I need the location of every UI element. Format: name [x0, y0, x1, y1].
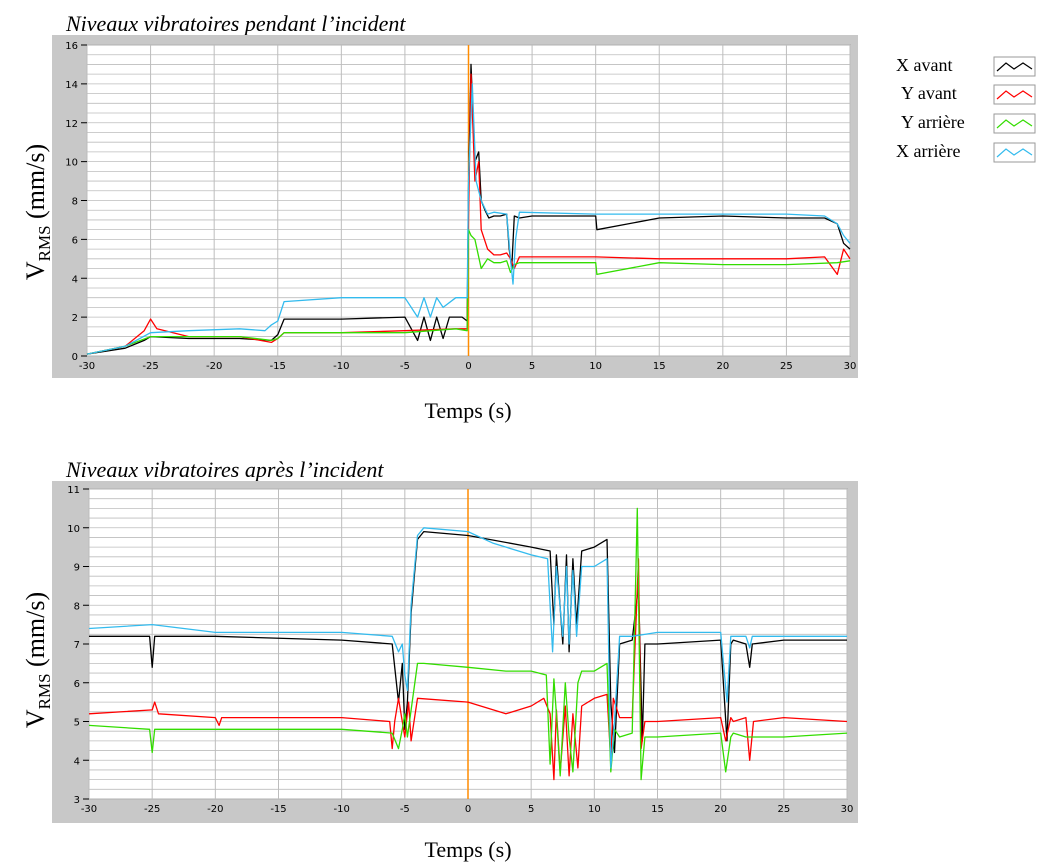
- series-lines: [86, 63, 851, 355]
- x-tick-label: -15: [270, 361, 286, 372]
- x-tick-labels: -30 -25 -20 -15 -10 -5 0 5 10 15 20 25 30: [79, 361, 857, 372]
- x-tick-label: 10: [589, 361, 602, 372]
- y-tick-label: 10: [65, 158, 78, 169]
- x-tick-labels: -30 -25 -20 -15 -10 -5 0 5 10 15 20 25 30: [81, 804, 854, 815]
- legend: X avant Y avant Y arrière X arrière: [896, 55, 1036, 163]
- x-axis-label: Temps (s): [424, 837, 511, 862]
- y-tick-label: 4: [74, 756, 80, 767]
- x-tick-label: -25: [144, 804, 160, 815]
- legend-item: Y avant: [901, 83, 957, 103]
- y-tick-label: 12: [65, 119, 78, 130]
- x-tick-label: -5: [400, 361, 410, 372]
- y-tick-label: 3: [74, 795, 80, 806]
- x-tick-label: 25: [777, 804, 790, 815]
- legend-label: X arrière: [896, 141, 960, 161]
- x-tick-label: 20: [716, 361, 729, 372]
- y-tick-label: 4: [72, 274, 78, 285]
- y-tick-label: 14: [65, 80, 78, 91]
- legend-item: X arrière: [896, 141, 960, 161]
- x-tick-label: 5: [528, 804, 534, 815]
- y-tick-label: 16: [65, 41, 78, 52]
- x-axis-label: Temps (s): [424, 398, 511, 423]
- y-tick-label: 8: [74, 601, 80, 612]
- chart-title: Niveaux vibratoires après l’incident: [65, 457, 384, 482]
- y-tick-label: 0: [72, 352, 78, 363]
- legend-label: Y avant: [901, 83, 957, 103]
- x-tick-label: 5: [529, 361, 535, 372]
- legend-swatch: [993, 56, 1036, 77]
- x-tick-label: -25: [142, 361, 158, 372]
- legend-label: X avant: [896, 55, 952, 75]
- y-tick-label: 7: [74, 640, 80, 651]
- y-tick-label: 6: [74, 679, 80, 690]
- x-tick-label: -20: [207, 804, 223, 815]
- legend-swatch: [993, 84, 1036, 105]
- x-tick-label: -15: [270, 804, 286, 815]
- y-tick-labels: 3 4 5 6 7 8 9 10 11: [67, 485, 89, 806]
- legend-item: X avant: [896, 55, 952, 75]
- x-tick-label: 0: [465, 804, 471, 815]
- x-tick-label: 0: [465, 361, 471, 372]
- legend-swatch-line: [996, 62, 1033, 72]
- series-line-x-arrire: [86, 83, 851, 355]
- legend-swatch: [993, 113, 1036, 134]
- y-tick-label: 6: [72, 235, 78, 246]
- x-tick-label: 30: [844, 361, 857, 372]
- chart-apres: Niveaux vibratoires après l’incident -30…: [21, 457, 858, 862]
- chart-pendant: Niveaux vibratoires pendant l’incident -…: [21, 11, 858, 423]
- x-tick-label: -10: [333, 361, 349, 372]
- legend-swatches: [993, 56, 1036, 163]
- series-line-y-arrire: [86, 229, 851, 355]
- legend-swatch-line: [996, 148, 1033, 158]
- y-tick-label: 8: [72, 197, 78, 208]
- x-tick-label: -30: [79, 361, 95, 372]
- y-axis-label: VRMS (mm/s): [21, 592, 54, 728]
- series-line-y-arrire: [88, 507, 848, 781]
- x-tick-label: -30: [81, 804, 97, 815]
- x-tick-label: 25: [780, 361, 793, 372]
- x-tick-label: -5: [400, 804, 410, 815]
- y-tick-label: 5: [74, 718, 80, 729]
- legend-swatch-line: [996, 119, 1033, 129]
- x-tick-label: 20: [714, 804, 727, 815]
- series-lines: [88, 507, 848, 781]
- y-tick-label: 9: [74, 563, 80, 574]
- x-tick-label: 30: [841, 804, 854, 815]
- series-line-x-arrire: [88, 527, 847, 769]
- x-tick-label: 10: [588, 804, 601, 815]
- legend-swatch: [993, 142, 1036, 163]
- y-tick-label: 11: [67, 485, 80, 496]
- chart-title: Niveaux vibratoires pendant l’incident: [65, 11, 406, 36]
- x-tick-label: -10: [333, 804, 349, 815]
- y-tick-label: 2: [72, 313, 78, 324]
- x-tick-label: -20: [206, 361, 222, 372]
- legend-swatch-line: [996, 90, 1033, 100]
- x-tick-label: 15: [653, 361, 666, 372]
- y-axis-label: VRMS (mm/s): [21, 144, 54, 280]
- x-tick-label: 15: [651, 804, 664, 815]
- legend-label: Y arrière: [901, 112, 965, 132]
- y-tick-labels: 0 2 4 6 8 10 12 14 16: [65, 41, 87, 363]
- legend-item: Y arrière: [901, 112, 965, 132]
- y-tick-label: 10: [67, 524, 80, 535]
